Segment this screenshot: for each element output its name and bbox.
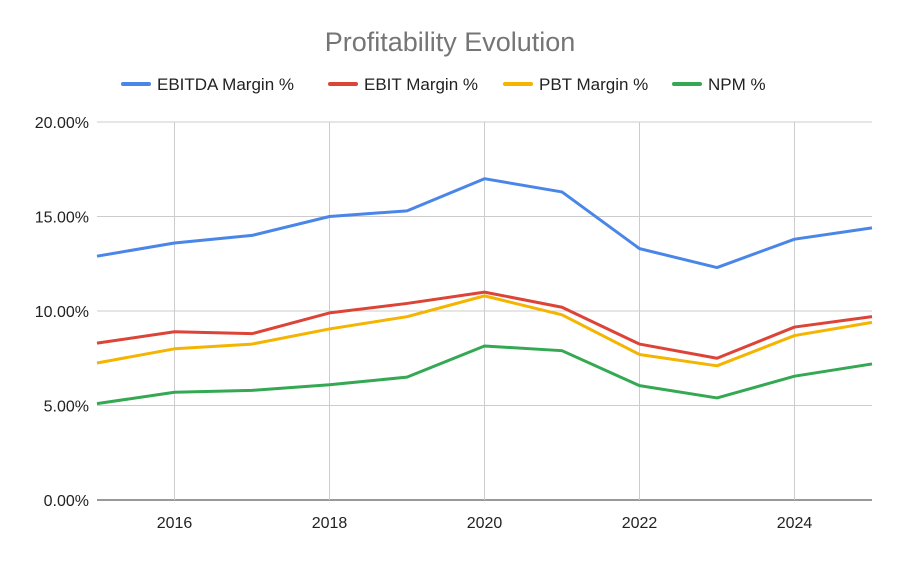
legend-item: EBIT Margin % [328,75,478,94]
legend-item: PBT Margin % [503,75,648,94]
y-tick-label: 20.00% [35,115,89,132]
y-tick-label: 0.00% [44,493,89,510]
series-lines [96,177,873,406]
y-tick-label: 10.00% [35,304,89,321]
legend-label: PBT Margin % [539,75,648,94]
legend-label: NPM % [708,75,766,94]
x-tick-label: 2016 [157,515,193,532]
series-line-3 [96,294,873,368]
series-line-2 [96,290,873,360]
legend: EBITDA Margin % EBIT Margin % PBT Margin %… [121,75,766,94]
x-tick-label: 2020 [467,515,503,532]
legend-label: EBITDA Margin % [157,75,294,94]
y-axis: 0.00% 5.00% 10.00% 15.00% 20.00% [35,115,89,510]
x-tick-label: 2024 [777,515,813,532]
x-axis: 2016 2018 2020 2022 2024 [157,515,813,532]
legend-item: NPM % [672,75,766,94]
legend-item: EBITDA Margin % [121,75,294,94]
chart-title: Profitability Evolution [325,27,576,57]
x-tick-label: 2018 [312,515,348,532]
series-line-1 [96,177,873,270]
y-tick-label: 15.00% [35,210,89,227]
y-tick-label: 5.00% [44,399,89,416]
grid [97,121,872,501]
x-tick-label: 2022 [622,515,658,532]
series-line-4 [96,344,873,406]
legend-label: EBIT Margin % [364,75,478,94]
